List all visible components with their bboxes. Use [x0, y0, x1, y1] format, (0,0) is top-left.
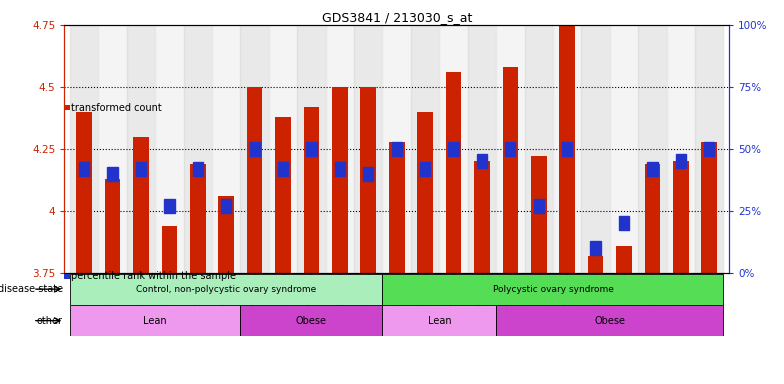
- Bar: [446, 72, 461, 273]
- Bar: [275, 117, 291, 273]
- Bar: [534, 199, 544, 213]
- Bar: [648, 162, 658, 176]
- Bar: [70, 305, 241, 336]
- Bar: [391, 142, 402, 156]
- Bar: [702, 142, 717, 273]
- Bar: [212, 25, 241, 273]
- Bar: [307, 142, 317, 156]
- Bar: [496, 305, 724, 336]
- Bar: [269, 25, 297, 273]
- Bar: [704, 142, 714, 156]
- Bar: [505, 142, 515, 156]
- Bar: [562, 142, 572, 156]
- Bar: [619, 217, 629, 230]
- Bar: [297, 25, 325, 273]
- Bar: [162, 226, 177, 273]
- Bar: [582, 25, 610, 273]
- Bar: [136, 162, 146, 176]
- Bar: [383, 305, 496, 336]
- Bar: [325, 25, 354, 273]
- Bar: [496, 25, 524, 273]
- Bar: [219, 196, 234, 273]
- Text: Lean: Lean: [143, 316, 167, 326]
- Bar: [241, 25, 269, 273]
- Bar: [666, 25, 695, 273]
- Bar: [76, 112, 92, 273]
- Text: disease state: disease state: [0, 284, 63, 294]
- Bar: [70, 25, 98, 273]
- Text: Lean: Lean: [427, 316, 451, 326]
- Bar: [165, 199, 175, 213]
- Bar: [474, 161, 490, 273]
- Text: transformed count: transformed count: [71, 103, 162, 113]
- Bar: [105, 179, 121, 273]
- Bar: [241, 305, 383, 336]
- Bar: [249, 142, 260, 156]
- Bar: [127, 25, 155, 273]
- Bar: [420, 162, 430, 176]
- Text: Polycystic ovary syndrome: Polycystic ovary syndrome: [492, 285, 613, 294]
- Bar: [383, 25, 411, 273]
- Bar: [553, 25, 582, 273]
- Bar: [193, 162, 203, 176]
- Bar: [417, 112, 433, 273]
- Bar: [676, 154, 686, 168]
- Bar: [590, 241, 601, 255]
- Bar: [610, 25, 638, 273]
- Bar: [531, 156, 546, 273]
- Bar: [107, 167, 118, 181]
- Bar: [638, 25, 666, 273]
- Bar: [354, 25, 383, 273]
- Bar: [247, 87, 263, 273]
- Bar: [389, 142, 405, 273]
- Text: other: other: [37, 316, 63, 326]
- Text: percentile rank within the sample: percentile rank within the sample: [71, 271, 236, 281]
- Bar: [335, 162, 345, 176]
- Bar: [644, 164, 660, 273]
- Bar: [361, 87, 376, 273]
- Bar: [70, 274, 383, 305]
- Bar: [383, 274, 724, 305]
- Bar: [448, 142, 459, 156]
- Bar: [673, 161, 688, 273]
- Bar: [503, 67, 518, 273]
- Bar: [303, 107, 319, 273]
- Bar: [363, 167, 373, 181]
- Bar: [98, 25, 127, 273]
- Bar: [524, 25, 553, 273]
- Bar: [190, 164, 205, 273]
- Bar: [559, 25, 575, 273]
- Bar: [468, 25, 496, 273]
- Bar: [411, 25, 439, 273]
- Bar: [79, 162, 89, 176]
- Text: Obese: Obese: [296, 316, 327, 326]
- Bar: [221, 199, 231, 213]
- Bar: [133, 137, 149, 273]
- Bar: [588, 256, 604, 273]
- Text: Obese: Obese: [594, 316, 626, 326]
- Bar: [695, 25, 724, 273]
- Bar: [278, 162, 289, 176]
- Title: GDS3841 / 213030_s_at: GDS3841 / 213030_s_at: [321, 11, 472, 24]
- Bar: [477, 154, 487, 168]
- Bar: [439, 25, 468, 273]
- Bar: [183, 25, 212, 273]
- Bar: [155, 25, 183, 273]
- Bar: [616, 246, 632, 273]
- Text: Control, non-polycystic ovary syndrome: Control, non-polycystic ovary syndrome: [136, 285, 317, 294]
- Bar: [332, 87, 347, 273]
